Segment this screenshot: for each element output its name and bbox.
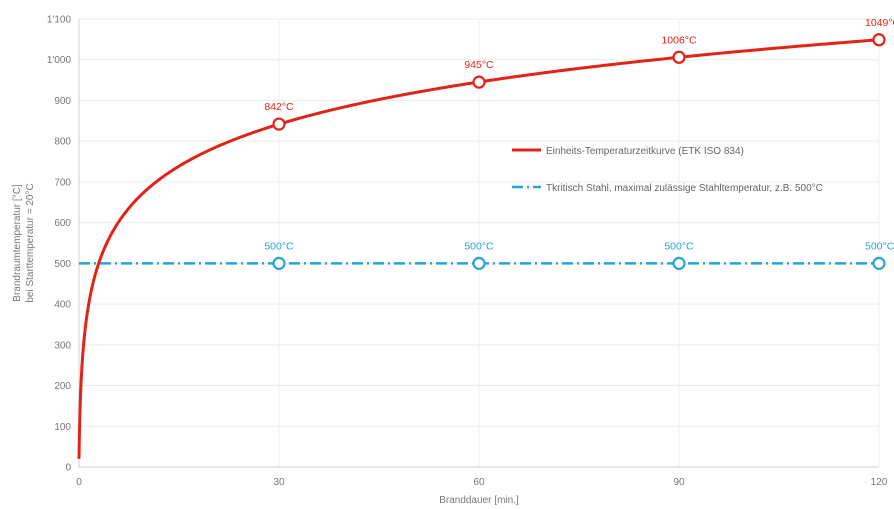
y-tick-label: 1'100 — [47, 15, 72, 26]
etk-marker — [672, 50, 686, 64]
tkritisch-marker — [272, 256, 286, 270]
x-axis-title: Branddauer [min.] — [439, 495, 519, 506]
y-tick-label: 300 — [54, 340, 71, 351]
y-tick-label: 1'000 — [47, 55, 72, 66]
etk-marker — [472, 75, 486, 89]
tkritisch-marker — [872, 256, 886, 270]
legend: Einheits-Temperaturzeitkurve (ETK ISO 83… — [512, 146, 823, 194]
x-tick-label: 60 — [473, 477, 485, 488]
tkritisch-data-label: 500°C — [264, 240, 294, 252]
x-tick-label: 0 — [76, 477, 82, 488]
legend-label-etk: Einheits-Temperaturzeitkurve (ETK ISO 83… — [546, 146, 744, 157]
y-tick-label: 600 — [54, 218, 71, 229]
etk-marker — [272, 117, 286, 131]
y-tick-label: 800 — [54, 137, 71, 148]
etk-data-label: 945°C — [464, 59, 494, 71]
axes: 0 100 200 300 400 500 600 700 800 900 1'000 1'100 0 3… — [47, 15, 888, 489]
tkritisch-data-label: 500°C — [664, 240, 694, 252]
y-tick-label: 400 — [54, 300, 71, 311]
x-tick-label: 90 — [673, 477, 685, 488]
x-tick-label: 120 — [871, 477, 888, 488]
data-labels: 500°C 500°C 500°C 500°C 842°C 945°C 1006°C 1049… — [264, 17, 894, 253]
etk-marker — [872, 33, 886, 47]
y-tick-label: 500 — [54, 259, 71, 270]
tkritisch-data-label: 500°C — [865, 240, 894, 252]
etk-data-label: 1006°C — [661, 34, 697, 46]
etk-data-label: 1049°C — [865, 17, 894, 29]
y-axis-title-line-2: bei Starttemperatur = 20°C — [25, 183, 36, 302]
y-tick-label: 0 — [65, 463, 71, 474]
y-axis-title-line-1: Brandraumtemperatur [°C] — [12, 184, 23, 302]
y-tick-label: 700 — [54, 177, 71, 188]
y-tick-label: 200 — [54, 381, 71, 392]
series — [77, 33, 886, 461]
y-tick-label: 100 — [54, 422, 71, 433]
legend-label-tkritisch: Tkritisch Stahl, maximal zulässige Stahl… — [546, 183, 823, 194]
tkritisch-data-label: 500°C — [464, 240, 494, 252]
tkritisch-marker — [672, 256, 686, 270]
x-tick-label: 30 — [273, 477, 285, 488]
y-tick-label: 900 — [54, 96, 71, 107]
etk-data-label: 842°C — [264, 101, 294, 113]
etk-curve — [77, 38, 880, 461]
tkritisch-marker — [472, 256, 486, 270]
